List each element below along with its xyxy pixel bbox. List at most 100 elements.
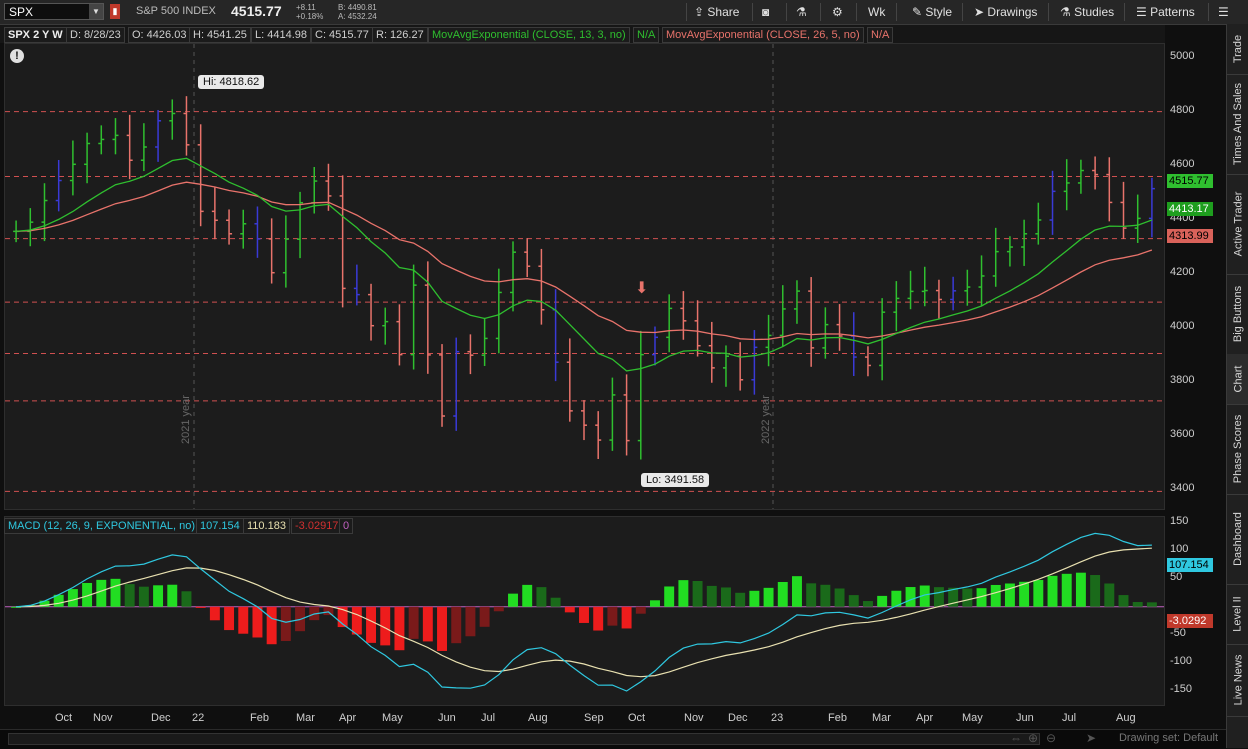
time-tick-label: Apr bbox=[339, 712, 357, 724]
side-tab-label: Times And Sales bbox=[1232, 82, 1245, 166]
side-tab-trade[interactable]: Trade bbox=[1227, 24, 1248, 75]
macd-histogram-bar bbox=[266, 606, 277, 645]
ema-fast-label[interactable]: MovAvgExponential (CLOSE, 13, 3, no) bbox=[428, 27, 630, 43]
index-name: S&P 500 INDEX bbox=[136, 5, 216, 17]
side-tab-times-and-sales[interactable]: Times And Sales bbox=[1227, 74, 1248, 175]
side-tab-live-news[interactable]: Live News bbox=[1227, 644, 1248, 717]
macd-histogram-bar bbox=[791, 576, 802, 607]
drawings-button[interactable]: ➤ Drawings bbox=[974, 0, 1037, 24]
share-label: Share bbox=[707, 5, 740, 19]
last-price: 4515.77 bbox=[231, 3, 282, 19]
cursor-icon[interactable]: ➤ bbox=[1086, 731, 1097, 745]
patterns-button[interactable]: ☰ Patterns bbox=[1136, 0, 1195, 24]
time-tick-label: Jun bbox=[438, 712, 456, 724]
side-tab-active-trader[interactable]: Active Trader bbox=[1227, 174, 1248, 275]
macd-histogram-bar bbox=[536, 587, 547, 607]
aggregation-label[interactable]: SPX 2 Y W bbox=[4, 27, 67, 43]
macd-histogram-bar bbox=[820, 584, 831, 607]
side-tab-level-ii[interactable]: Level II bbox=[1227, 584, 1248, 645]
timeframe-button[interactable]: Wk bbox=[868, 5, 886, 19]
time-tick-label: 23 bbox=[771, 712, 784, 724]
price-tick-label: 4000 bbox=[1170, 319, 1195, 332]
ema-slow-line bbox=[16, 181, 1153, 341]
macd-tick-label: 50 bbox=[1170, 570, 1183, 583]
side-tab-big-buttons[interactable]: Big Buttons bbox=[1227, 274, 1248, 355]
side-tab-dashboard[interactable]: Dashboard bbox=[1227, 494, 1248, 585]
macd-histogram-bar bbox=[721, 587, 731, 607]
macd-histogram-bar bbox=[905, 587, 916, 607]
down-arrow-icon: ⬇ bbox=[635, 280, 649, 297]
macd-histogram-bar bbox=[96, 579, 107, 607]
macd-zero: 0 bbox=[339, 518, 354, 534]
style-label: Style bbox=[925, 5, 953, 19]
macd-chart[interactable] bbox=[4, 516, 1165, 706]
macd-histogram-bar bbox=[706, 585, 717, 607]
ema-slow-tag: 4313.99 bbox=[1167, 229, 1213, 243]
macd-value: 107.154 bbox=[196, 518, 244, 534]
camera-button[interactable]: ◙ bbox=[762, 0, 769, 24]
side-tab-label: Trade bbox=[1232, 34, 1245, 64]
macd-histogram-bar bbox=[408, 606, 419, 639]
zoom-out-icon[interactable]: ⊖ bbox=[1046, 731, 1057, 745]
gear-icon: ⚙ bbox=[832, 5, 843, 19]
macd-histogram-bar bbox=[366, 606, 377, 643]
side-tab-chart[interactable]: Chart bbox=[1227, 354, 1248, 405]
macd-histogram-bar bbox=[919, 585, 930, 607]
drawing-set-label[interactable]: Drawing set: Default bbox=[1118, 732, 1218, 744]
macd-histogram-bar bbox=[877, 595, 888, 607]
price-chart[interactable]: ! Hi: 4818.62 Lo: 3491.58 ⬇ 2021 year 20… bbox=[4, 43, 1165, 510]
symbol-input[interactable]: SPX bbox=[4, 3, 104, 20]
share-button[interactable]: ⇪ Share bbox=[694, 0, 739, 24]
bar-high: H: 4541.25 bbox=[189, 27, 251, 43]
macd-tick-label: -150 bbox=[1170, 682, 1193, 695]
macd-histogram-bar bbox=[181, 591, 192, 607]
macd-histogram-bar bbox=[252, 606, 263, 638]
macd-histogram-bar bbox=[224, 606, 235, 631]
last-price-tag: 4515.77 bbox=[1167, 174, 1213, 188]
macd-histogram-bar bbox=[351, 606, 362, 635]
horizontal-scrollbar[interactable] bbox=[8, 733, 1040, 745]
camera-icon: ◙ bbox=[762, 5, 770, 19]
settings-button[interactable]: ⚙ bbox=[832, 0, 843, 24]
pan-icon[interactable]: ⇔ bbox=[1010, 731, 1022, 745]
macd-histogram-bar bbox=[550, 597, 561, 607]
side-tab-label: Active Trader bbox=[1232, 191, 1244, 257]
macd-histogram-bar bbox=[1019, 581, 1030, 607]
zoom-in-icon[interactable]: ⊕ bbox=[1028, 731, 1039, 745]
side-tab-phase-scores[interactable]: Phase Scores bbox=[1227, 404, 1248, 495]
menu-button[interactable]: ☰ bbox=[1218, 0, 1229, 24]
macd-histogram-bar bbox=[479, 606, 490, 627]
macd-histogram-bar bbox=[323, 606, 334, 616]
macd-histogram-bar bbox=[1090, 575, 1101, 607]
macd-histogram-bar bbox=[53, 594, 64, 607]
macd-tick-label: 100 bbox=[1170, 542, 1189, 555]
macd-tick-label: 150 bbox=[1170, 514, 1189, 527]
time-tick-label: 22 bbox=[192, 712, 205, 724]
macd-value-line bbox=[16, 532, 1152, 692]
time-tick-label: Aug bbox=[528, 712, 548, 724]
symbol-dropdown-icon[interactable]: ▼ bbox=[89, 4, 103, 19]
high-label: Hi: 4818.62 bbox=[198, 75, 265, 89]
macd-histogram-bar bbox=[763, 587, 774, 607]
macd-histogram-bar bbox=[1004, 583, 1015, 607]
time-axis[interactable]: Oct Nov Dec 22 Feb Mar Apr May Jun Jul Aug Sep Oct No… bbox=[4, 710, 1165, 728]
studies-button[interactable]: ⚗ Studies bbox=[1060, 0, 1114, 24]
macd-histogram-bar bbox=[948, 587, 959, 607]
macd-label[interactable]: MACD (12, 26, 9, EXPONENTIAL, no) bbox=[4, 518, 200, 534]
alert-icon[interactable]: ! bbox=[10, 49, 24, 63]
style-button[interactable]: ✎ Style bbox=[912, 0, 952, 24]
price-tick-label: 3600 bbox=[1170, 428, 1195, 440]
macd-histogram-bar bbox=[834, 588, 845, 607]
macd-histogram-bar bbox=[124, 584, 135, 607]
bar-range: R: 126.27 bbox=[372, 27, 428, 43]
macd-chart-canvas[interactable] bbox=[5, 517, 1164, 705]
flask-icon: ⚗ bbox=[796, 5, 807, 19]
macd-tick-label: -50 bbox=[1170, 626, 1186, 639]
macd-tick-label: -100 bbox=[1170, 654, 1193, 667]
price-chart-canvas[interactable] bbox=[5, 44, 1164, 509]
flask-button[interactable]: ⚗ bbox=[796, 0, 807, 24]
macd-histogram-bar bbox=[1104, 583, 1115, 607]
ema-slow-label[interactable]: MovAvgExponential (CLOSE, 26, 5, no) bbox=[662, 27, 864, 43]
flag-icon[interactable]: ▮ bbox=[110, 4, 120, 19]
macd-histogram-bar bbox=[891, 590, 902, 607]
